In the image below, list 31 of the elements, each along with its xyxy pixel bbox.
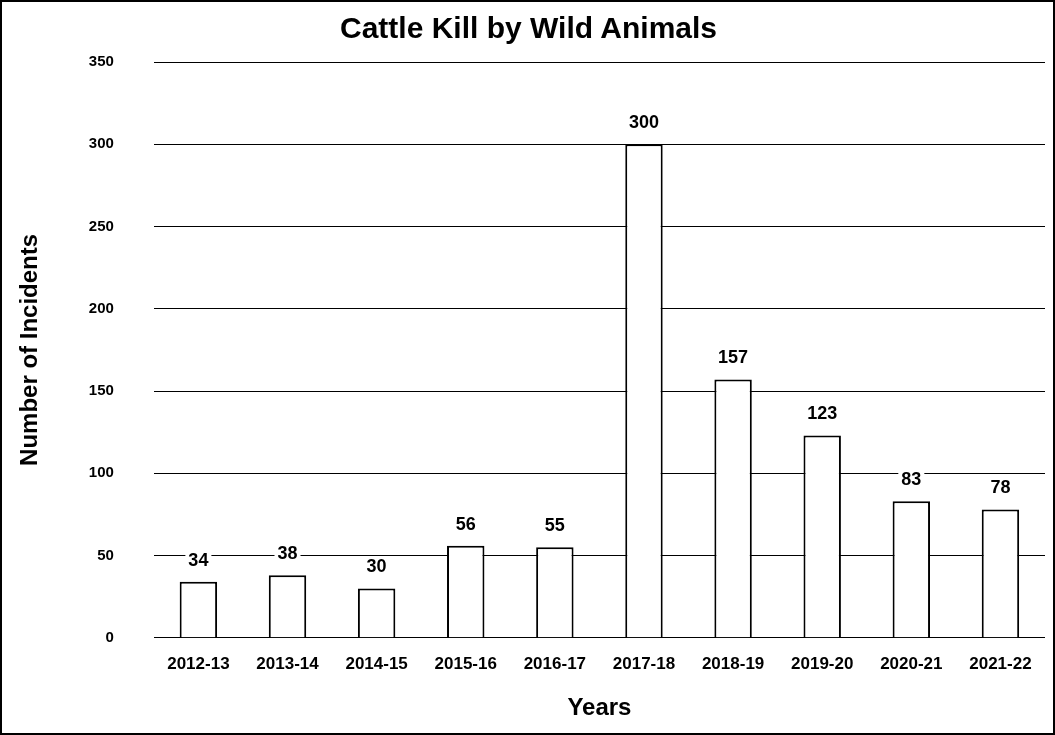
y-axis-title: Number of Incidents [15,233,43,466]
data-label: 55 [544,515,565,536]
x-tick-label: 2014-15 [345,653,408,673]
data-label: 56 [455,513,476,534]
data-label: 34 [188,549,209,570]
x-tick-label: 2018-19 [701,653,765,673]
x-tick-label: 2015-16 [434,653,497,673]
x-tick-label: 2016-17 [523,653,587,673]
y-tick-label: 100 [88,463,114,481]
x-tick-label: 2012-13 [167,653,230,673]
data-label: 30 [366,556,387,577]
y-tick-label: 50 [97,545,114,563]
data-label: 157 [718,347,749,368]
x-tick-label: 2013-14 [256,653,320,673]
x-tick-label: 2021-22 [969,653,1032,673]
y-tick-label: 350 [88,52,114,70]
data-label: 300 [628,112,659,133]
chart-title: Cattle Kill by Wild Animals [339,11,718,45]
y-tick-label: 200 [88,298,114,316]
y-tick-label: 250 [88,216,114,234]
x-tick-label: 2017-18 [612,653,676,673]
x-tick-label: 2019-20 [791,653,854,673]
y-tick-label: 0 [105,627,114,645]
x-axis-title: Years [567,693,632,721]
x-tick-label: 2020-21 [880,653,943,673]
data-label: 38 [277,543,298,564]
y-tick-label: 150 [88,381,114,399]
y-tick-label: 300 [88,134,114,152]
data-label: 78 [990,477,1011,498]
data-label: 123 [807,403,838,424]
data-label: 83 [901,469,922,490]
